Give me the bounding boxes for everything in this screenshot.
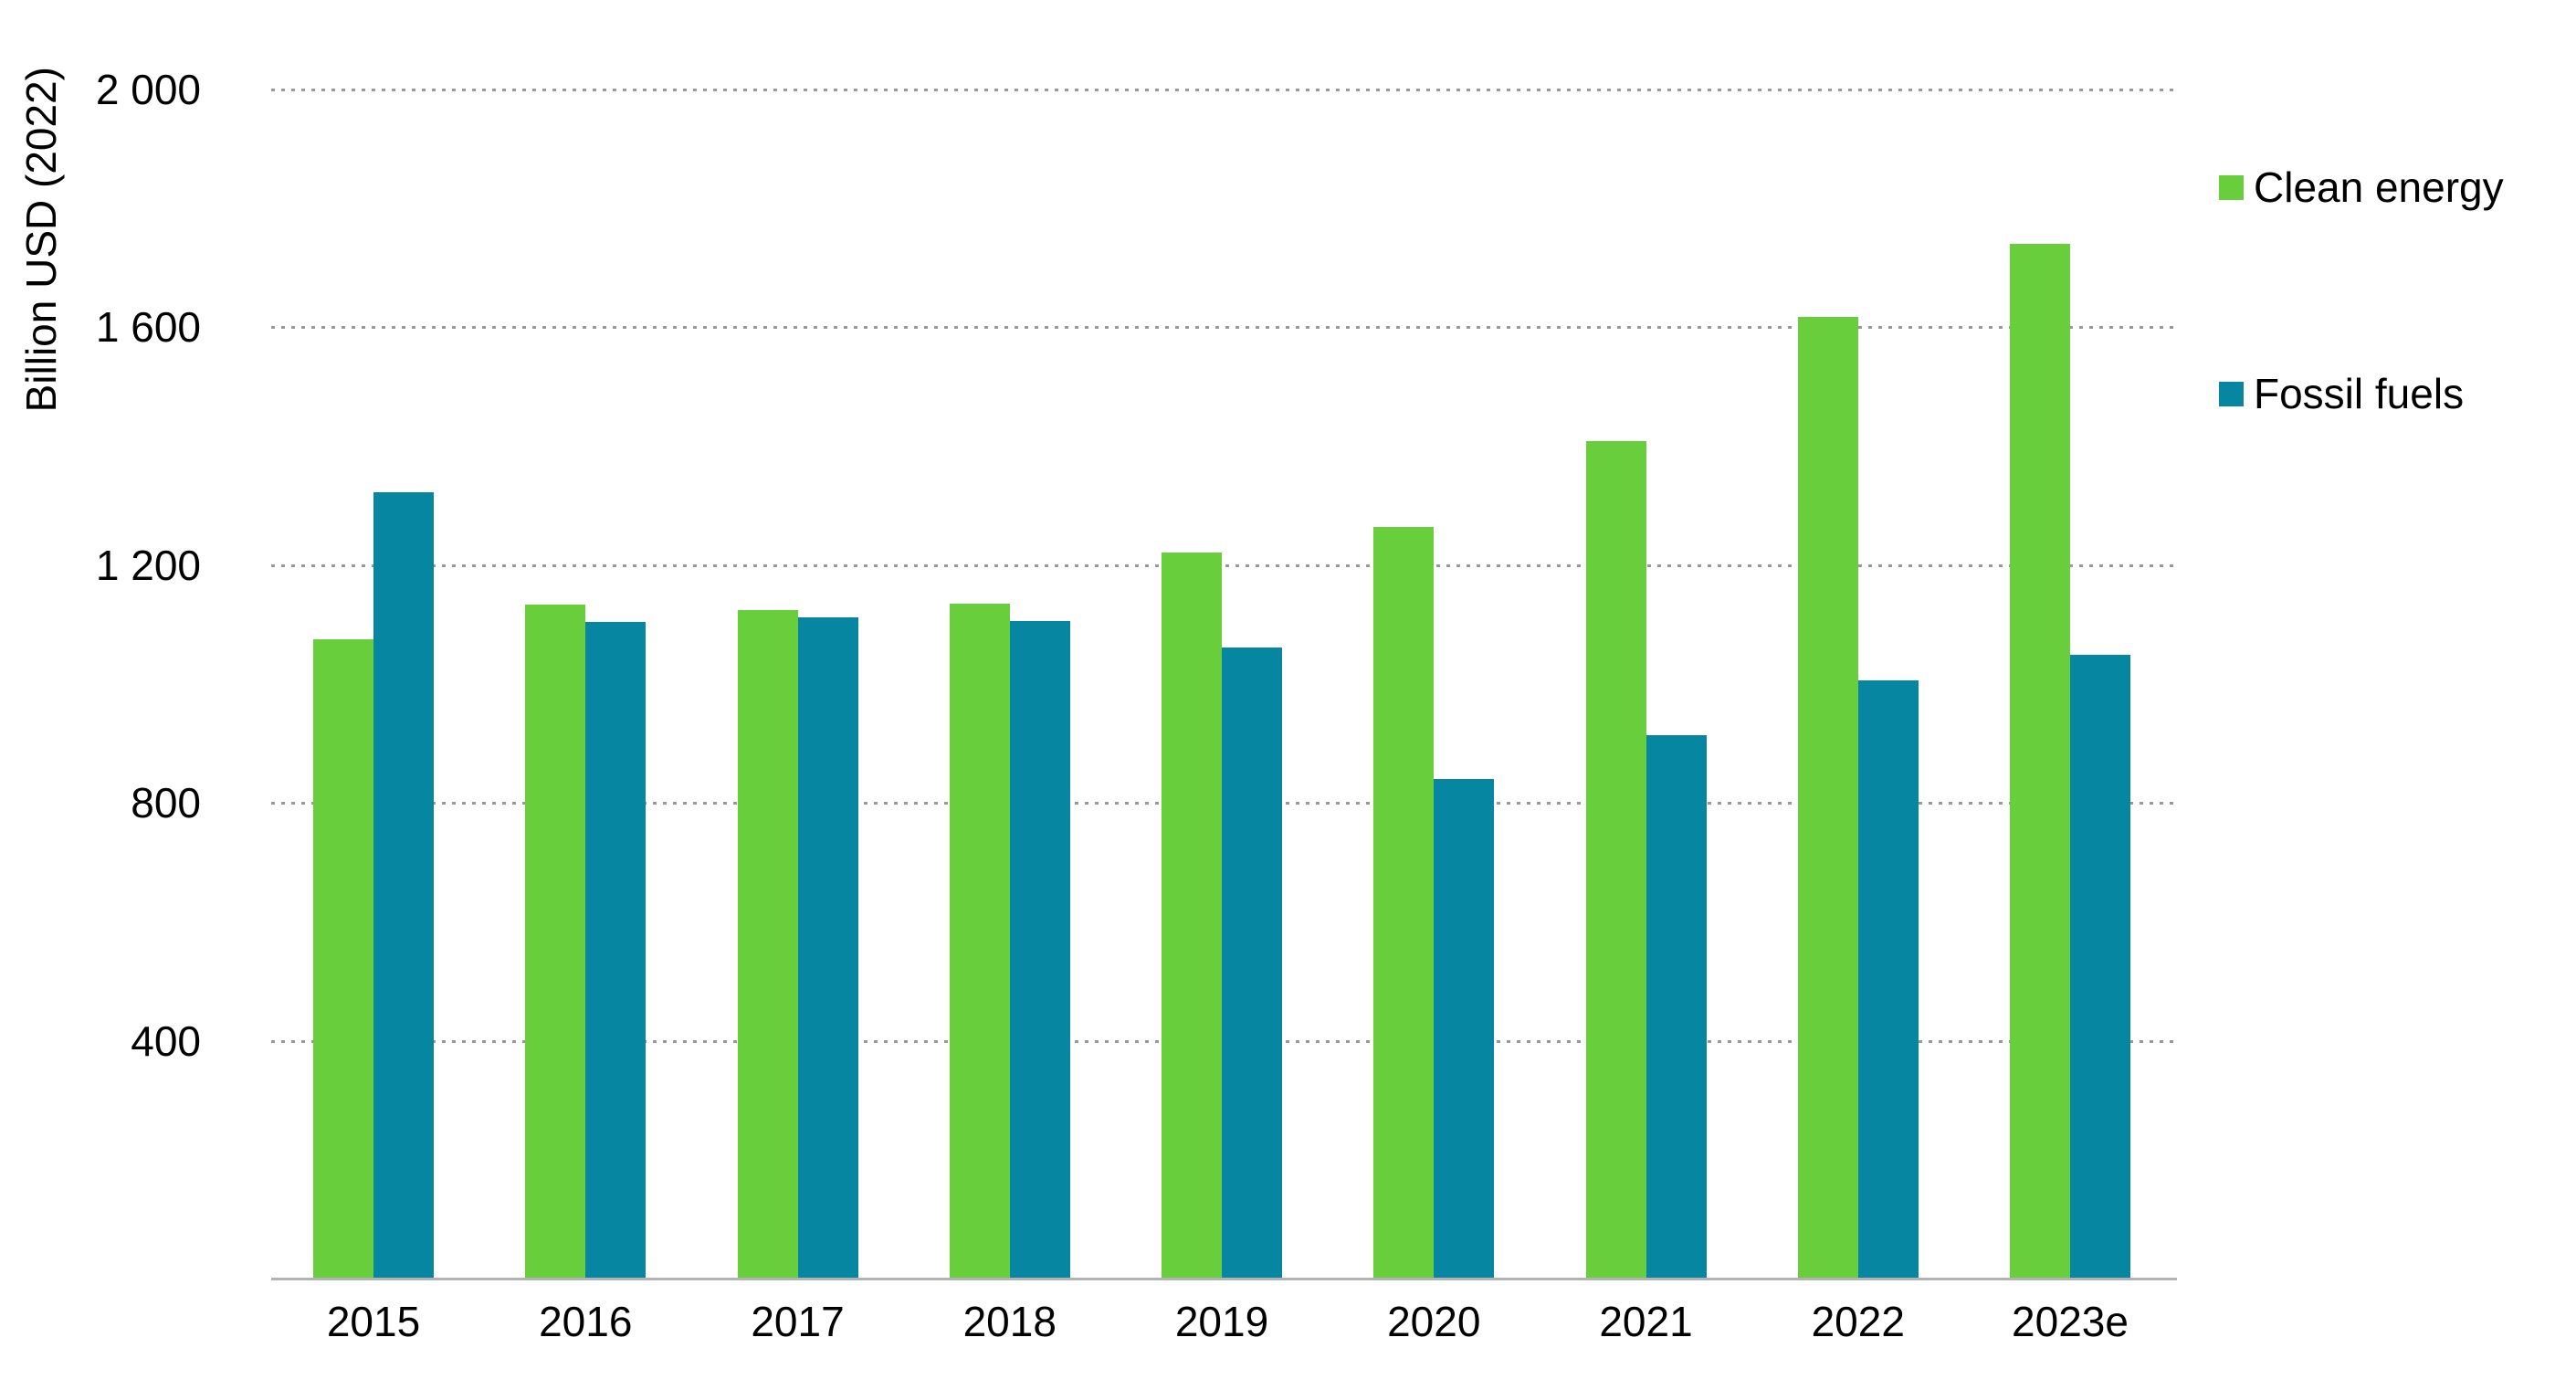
fossil-fuels-swatch-icon (2219, 381, 2244, 406)
x-tick-label-2015: 2015 (326, 1298, 421, 1345)
bar-fossil-fuels-2016 (585, 622, 647, 1279)
bar-clean-energy-2023e (2010, 244, 2070, 1279)
x-tick-label-2020: 2020 (1387, 1298, 1481, 1345)
bar-clean-energy-2019 (1162, 553, 1222, 1279)
y-tick-label-1600: 1 600 (95, 303, 201, 352)
plot-area (271, 42, 2177, 1279)
bar-fossil-fuels-2022 (1857, 680, 1919, 1279)
bar-fossil-fuels-2019 (1222, 647, 1282, 1279)
bar-fossil-fuels-2023e (2070, 654, 2130, 1279)
x-tick-label-2017: 2017 (751, 1298, 845, 1345)
legend-label-fossil-fuels: Fossil fuels (2254, 370, 2465, 417)
x-tick-label-2022: 2022 (1811, 1298, 1905, 1345)
gridline-1200 (271, 563, 2177, 567)
bar-clean-energy-2017 (737, 609, 798, 1279)
bar-fossil-fuels-2015 (373, 492, 434, 1279)
bar-clean-energy-2020 (1373, 527, 1435, 1279)
bar-clean-energy-2016 (525, 605, 586, 1279)
x-tick-label-2016: 2016 (539, 1298, 633, 1345)
y-tick-label-1200: 1 200 (95, 541, 201, 589)
bar-fossil-fuels-2021 (1645, 735, 1707, 1279)
bar-clean-energy-2015 (313, 639, 373, 1279)
x-axis-line (271, 1278, 2177, 1280)
clean-energy-swatch-icon (2219, 174, 2244, 200)
bar-fossil-fuels-2017 (797, 617, 858, 1279)
y-axis-title: Billion USD (2022) (17, 67, 65, 413)
bar-clean-energy-2021 (1585, 440, 1646, 1279)
y-tick-label-2000: 2 000 (95, 66, 201, 114)
bar-fossil-fuels-2020 (1434, 779, 1495, 1279)
x-tick-label-2019: 2019 (1174, 1298, 1269, 1345)
x-tick-label-2018: 2018 (962, 1298, 1057, 1345)
gridline-1600 (271, 326, 2177, 330)
bar-fossil-fuels-2018 (1009, 621, 1070, 1279)
bar-clean-energy-2018 (949, 604, 1010, 1279)
legend-item-clean-energy: Clean energy (2219, 163, 2504, 212)
gridline-2000 (271, 89, 2177, 92)
y-tick-label-800: 800 (131, 779, 201, 827)
bar-clean-energy-2022 (1797, 317, 1858, 1279)
x-tick-label-2023e: 2023e (2012, 1298, 2129, 1345)
y-tick-label-400: 400 (131, 1016, 201, 1065)
legend-label-clean-energy: Clean energy (2254, 163, 2504, 211)
legend-item-fossil-fuels: Fossil fuels (2219, 369, 2464, 418)
x-tick-label-2021: 2021 (1599, 1298, 1693, 1345)
